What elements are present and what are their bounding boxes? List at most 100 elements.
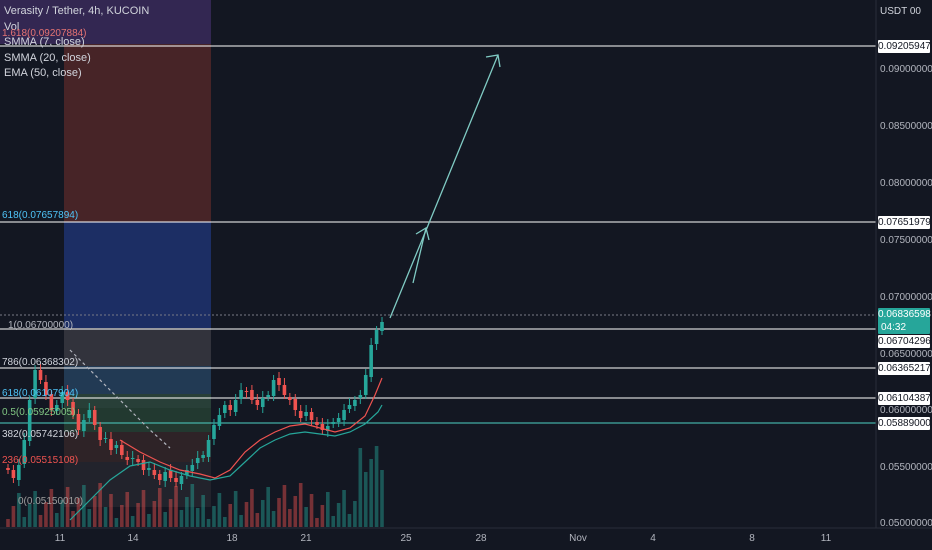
volume-bar [358,448,363,527]
volume-bar [6,519,10,527]
volume-bar [271,511,276,527]
volume-bar [109,494,113,527]
price-tag-level-3[interactable]: 0.06104387 [878,392,931,405]
volume-bar [212,506,216,527]
candle-body [266,395,270,397]
volume-bar [195,508,200,527]
candle-body [255,400,260,405]
candle-body [60,392,65,403]
volume-bar [147,514,151,527]
volume-bar [374,446,379,527]
candle-body [141,460,146,470]
candle-body [228,405,233,410]
currency-label[interactable]: USDT 00 [880,6,921,17]
price-tag-level-1[interactable]: 0.06704296 [878,335,931,348]
candle-body [304,412,308,416]
candle-body [76,414,81,430]
volume-bar [277,498,281,527]
candle-body [353,400,357,406]
volume-bar [168,499,173,527]
projection-arrows[interactable] [389,54,501,319]
volume-bar [309,494,314,527]
candle-body [369,345,373,377]
volume-bar [87,509,92,527]
price-tick: 0.07000000 [880,292,932,303]
volume-bar [260,500,265,527]
candle-body [271,380,276,396]
time-tick: 8 [749,533,755,544]
candle-body [114,445,119,448]
symbol-title[interactable]: Verasity / Tether, 4h, KUCOIN [4,5,150,17]
candle-body [179,476,184,484]
volume-bar [347,514,352,527]
volume-bar [103,507,108,527]
volume-bar [250,489,254,527]
volume-bar [369,459,373,527]
candle-body [325,426,330,431]
candle-body [163,472,167,481]
candle-body [190,465,195,471]
candle-body [298,411,303,418]
fib-zones [0,0,211,507]
volume-bar [120,505,124,527]
price-tag-target-mid[interactable]: 0.07651979 [878,216,931,229]
volume-bar [163,512,167,527]
candle-body [87,410,92,418]
fib-label-0: 0(0.05150010) [18,496,84,507]
volume-bar [331,516,336,527]
price-tick: 0.07500000 [880,235,932,246]
candle-body [309,412,314,420]
volume-bar [130,516,135,527]
indicator-smma-7[interactable]: SMMA (7, close) [4,36,85,48]
volume-bar [266,487,270,527]
candle-body [33,370,37,398]
candle-body [347,405,352,409]
time-tick: 4 [650,533,656,544]
horizontal-levels[interactable] [0,45,876,424]
candle-body [168,470,173,478]
chart-legend: Verasity / Tether, 4h, KUCOIN Vol SMMA (… [4,4,149,82]
volume-bar [223,517,227,527]
candle-body [6,468,10,470]
volume-bar [92,496,97,527]
volume-bar [152,501,157,527]
indicator-volume[interactable]: Vol [4,20,20,33]
candle-body [185,470,189,475]
candle-body [130,458,135,459]
price-tag-level-4[interactable]: 0.05889000 [878,417,931,430]
indicator-smma-20[interactable]: SMMA (20, close) [4,51,91,64]
volume-bar [185,497,189,527]
volume-bar [136,503,140,527]
candle-body [147,468,151,470]
candle-body [195,458,200,463]
time-tick: 14 [127,533,139,544]
price-tag-current[interactable]: 0.06836598 04:32 [878,308,931,334]
candle-body [54,405,59,411]
time-tick: Nov [569,533,587,544]
volume-bar [49,489,54,527]
smma-20-line [69,404,383,521]
price-tag-level-2[interactable]: 0.06365217 [878,362,931,375]
volume-bar [141,490,146,527]
volume-bar [228,504,233,527]
volume-bar [54,513,59,527]
fib-label-786: 786(0.06368302) [2,357,79,368]
volume-bar [11,506,16,527]
candle-body [136,459,140,462]
price-tag-target-high[interactable]: 0.09205947 [878,40,931,53]
volume-bar [298,483,303,527]
volume-bar [27,504,32,527]
indicator-ema-50[interactable]: EMA (50, close) [4,67,82,79]
candle-body [212,425,216,439]
candle-body [125,457,130,460]
candle-body [239,390,243,399]
price-tick: 0.05000000 [880,518,932,529]
price-tick: 0.08500000 [880,121,932,132]
candle-body [92,410,97,425]
volume-bar [320,505,325,527]
candle-body [103,438,108,439]
volume-bar [190,484,195,527]
candle-body [82,420,86,431]
fib-label-1618: 1.618(0.09207884) [2,28,87,39]
